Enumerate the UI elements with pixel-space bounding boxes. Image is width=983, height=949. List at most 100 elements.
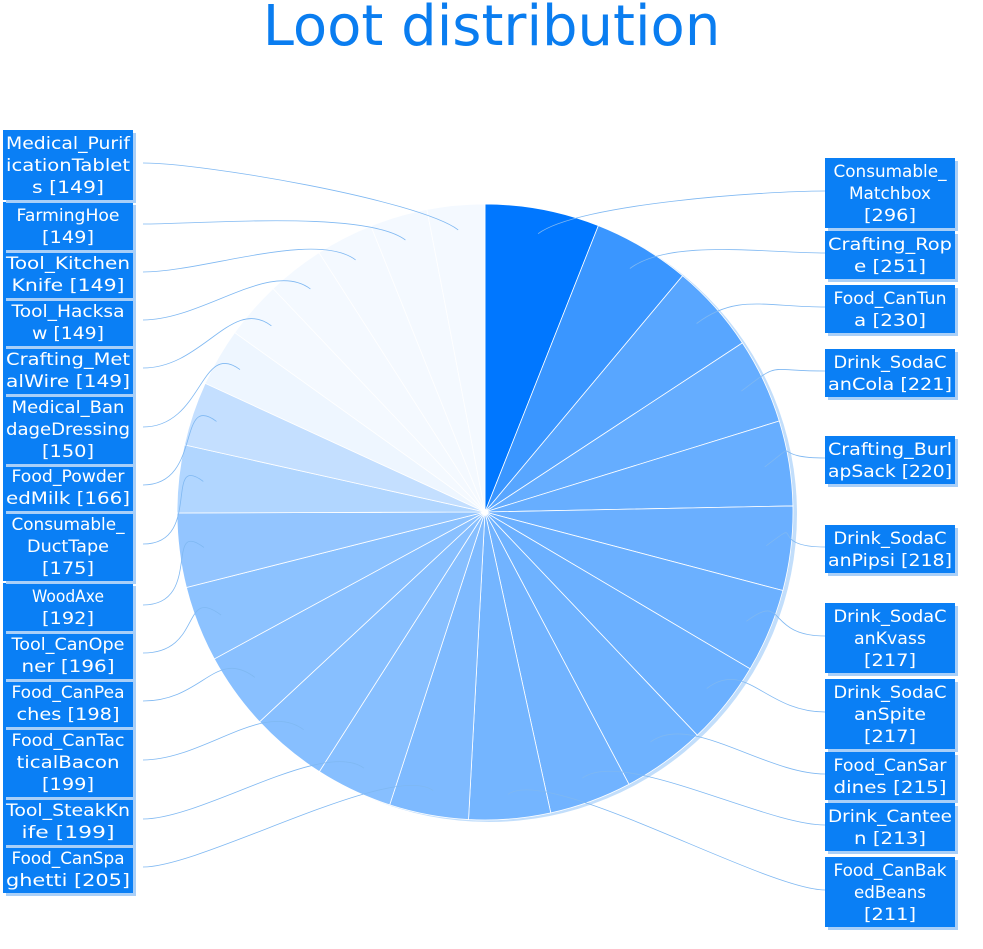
label-text-line: Tool_SteakKn — [5, 801, 130, 821]
label-text-line: [296] — [864, 206, 916, 225]
label-text-line: a [230] — [854, 311, 926, 330]
slice-label-Crafting_BurlapSack: Crafting_Burl apSack [220] — [825, 436, 958, 487]
label-box — [3, 394, 133, 464]
leader-line-Tool_KitchenKnife — [142, 248, 356, 273]
leader-line-Consumable_DuctTape — [142, 475, 204, 545]
label-text-line: alWire [149] — [6, 372, 130, 391]
label-box — [3, 845, 133, 893]
label-box — [3, 250, 133, 298]
label-box — [825, 525, 955, 573]
label-box — [825, 285, 955, 333]
label-text-line: Knife [149] — [12, 276, 125, 295]
label-text-line: [150] — [42, 442, 94, 461]
leader-line-Drink_SodaCanPipsi — [766, 532, 826, 548]
label-text-line: w [149] — [32, 324, 104, 343]
label-text-line: ner [196] — [22, 657, 115, 676]
leader-line-Tool_Hacksaw — [142, 280, 311, 321]
leader-lines — [142, 162, 826, 891]
label-text-line: Food_CanSpa — [12, 849, 125, 869]
label-text-line: anKvass — [854, 629, 926, 648]
leader-line-Medical_BandageDressing — [142, 362, 241, 428]
label-text-line: anPipsi [218] — [828, 551, 952, 570]
label-text-line: [192] — [42, 609, 94, 628]
leader-line-Food_CanTuna — [696, 303, 826, 324]
pie-slices — [176, 203, 797, 822]
label-box — [825, 679, 955, 749]
label-text-line: Crafting_Burl — [828, 440, 952, 460]
label-text-line: Drink_SodaC — [834, 529, 947, 549]
leader-line-Food_CanBakedBeans — [507, 789, 826, 891]
slice-label-Drink_SodaCanSpite: Drink_SodaC anSpite [217] — [825, 679, 958, 752]
leader-line-Food_CanTacticalBacon — [142, 720, 304, 761]
label-text-line: FarmingHoe — [17, 206, 120, 225]
label-box — [3, 130, 133, 200]
label-text-line: dines [215] — [834, 778, 947, 797]
label-text-line: Crafting_Rop — [828, 235, 952, 255]
label-box — [3, 583, 133, 631]
leader-line-Food_CanPeaches — [142, 667, 256, 702]
slice-label-Medical_BandageDressing: Medical_Ban dageDressing [150] — [3, 394, 136, 467]
slice-label-Consumable_Matchbox: Consumable_ Matchbox [296] — [825, 158, 958, 231]
label-text-line: WoodAxe — [32, 587, 104, 606]
label-text-line: [211] — [864, 905, 916, 924]
label-box — [3, 797, 133, 845]
label-text-line: Matchbox — [849, 184, 931, 203]
chart-title: Loot distribution — [262, 0, 721, 59]
label-text-line: Drink_SodaC — [834, 607, 947, 627]
label-text-line: Food_CanSar — [834, 756, 947, 776]
label-box — [825, 231, 955, 279]
label-text-line: icationTablet — [6, 156, 131, 175]
label-box — [825, 803, 955, 851]
leader-line-WoodAxe — [142, 540, 205, 606]
label-text-line: Medical_Purif — [6, 134, 131, 154]
label-text-line: Drink_Cantee — [828, 807, 952, 827]
leader-line-Food_PowderedMilk — [142, 415, 217, 486]
label-box — [825, 603, 955, 673]
label-box — [825, 857, 955, 927]
label-text-line: s [149] — [32, 178, 104, 197]
slice-label-Food_CanTacticalBacon: Food_CanTac ticalBacon [199] — [3, 727, 136, 800]
label-text-line: ife [199] — [22, 823, 115, 842]
label-text-line: Consumable_ — [834, 162, 948, 182]
leader-line-Tool_SteakKnife — [142, 761, 365, 820]
label-text-line: Food_CanBak — [834, 861, 947, 881]
leader-line-Food_CanSpaghetti — [142, 784, 434, 868]
leader-line-Tool_CanOpener — [142, 607, 222, 654]
slice-label-Drink_SodaCanKvass: Drink_SodaC anKvass [217] — [825, 603, 958, 676]
label-text-line: Tool_Kitchen — [5, 254, 130, 274]
label-box — [3, 511, 133, 581]
label-text-line: Food_CanTun — [834, 289, 947, 309]
label-text-line: Drink_SodaC — [834, 353, 947, 373]
slice-label-Consumable_DuctTape: Consumable_ DuctTape [175] — [3, 511, 136, 584]
slice-label-Crafting_MetalWire: Crafting_Met alWire [149] — [3, 346, 136, 397]
label-text-line: n [213] — [854, 829, 926, 848]
label-box — [825, 349, 955, 397]
label-text-line: Consumable_ — [12, 515, 126, 535]
label-box — [825, 752, 955, 800]
leader-line-Consumable_Matchbox — [537, 190, 826, 235]
label-text-line: [199] — [42, 775, 94, 794]
label-text-line: Medical_Ban — [12, 398, 125, 418]
slice-label-Food_PowderedMilk: Food_Powder edMilk [166] — [3, 463, 136, 514]
slice-label-Tool_KitchenKnife: Tool_Kitchen Knife [149] — [3, 250, 136, 301]
slice-label-Medical_PurificationTablets: Medical_Purif icationTablet s [149] — [3, 130, 136, 203]
leader-line-Food_CanSardines — [650, 733, 826, 775]
slice-label-WoodAxe: WoodAxe [192] — [3, 583, 136, 634]
label-text-line: Tool_Hacksa — [10, 302, 124, 322]
leader-line-FarmingHoe — [142, 220, 406, 241]
slice-label-Food_CanBakedBeans: Food_CanBak edBeans [211] — [825, 857, 958, 930]
label-text-line: ches [198] — [17, 705, 120, 724]
label-text-line: [217] — [864, 651, 916, 670]
label-text-line: DuctTape — [27, 537, 109, 556]
slice-label-Drink_SodaCanPipsi: Drink_SodaC anPipsi [218] — [825, 525, 958, 576]
